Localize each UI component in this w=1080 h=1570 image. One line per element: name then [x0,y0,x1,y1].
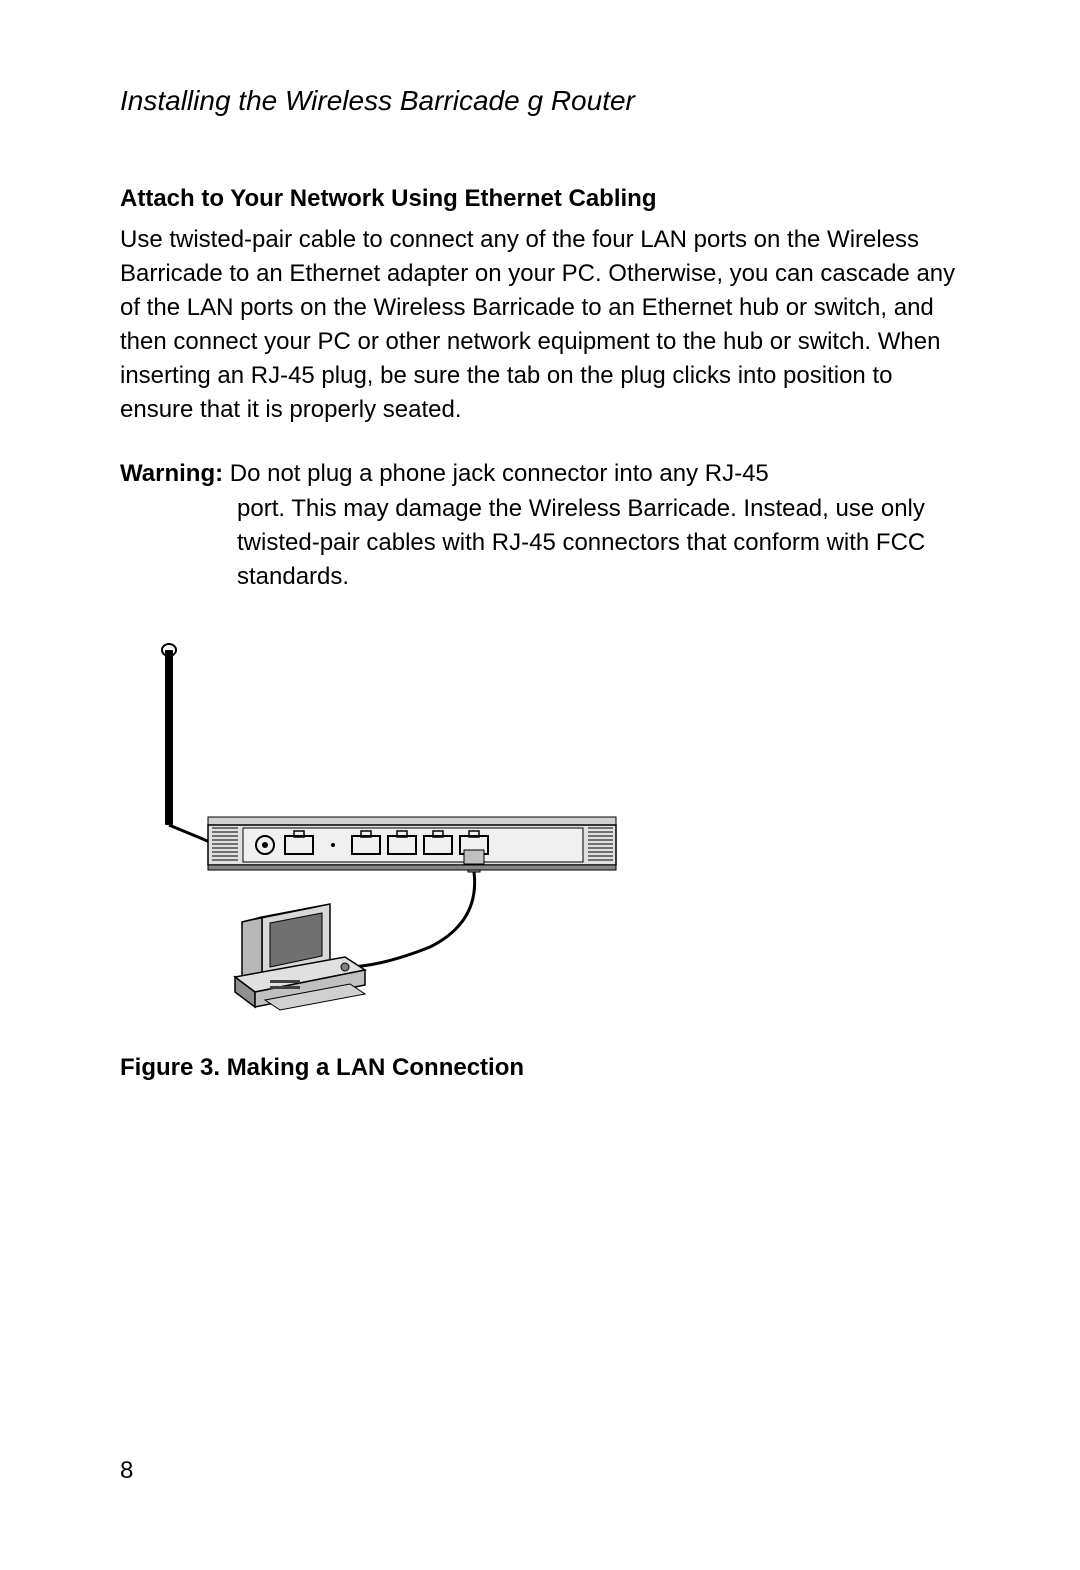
page-number: 8 [120,1457,133,1485]
warning-first-line: Do not plug a phone jack connector into … [223,460,769,487]
warning-continuation: port. This may damage the Wireless Barri… [120,492,960,594]
figure-caption: Figure 3. Making a LAN Connection [120,1054,960,1082]
figure-container: Figure 3. Making a LAN Connection [120,642,960,1082]
router-diagram-icon [120,642,620,1022]
warning-block: Warning: Do not plug a phone jack connec… [120,457,960,593]
page-header: Installing the Wireless Barricade g Rout… [120,85,960,117]
section-body: Use twisted-pair cable to connect any of… [120,223,960,427]
warning-label: Warning: [120,460,223,487]
section-title: Attach to Your Network Using Ethernet Ca… [120,185,960,213]
